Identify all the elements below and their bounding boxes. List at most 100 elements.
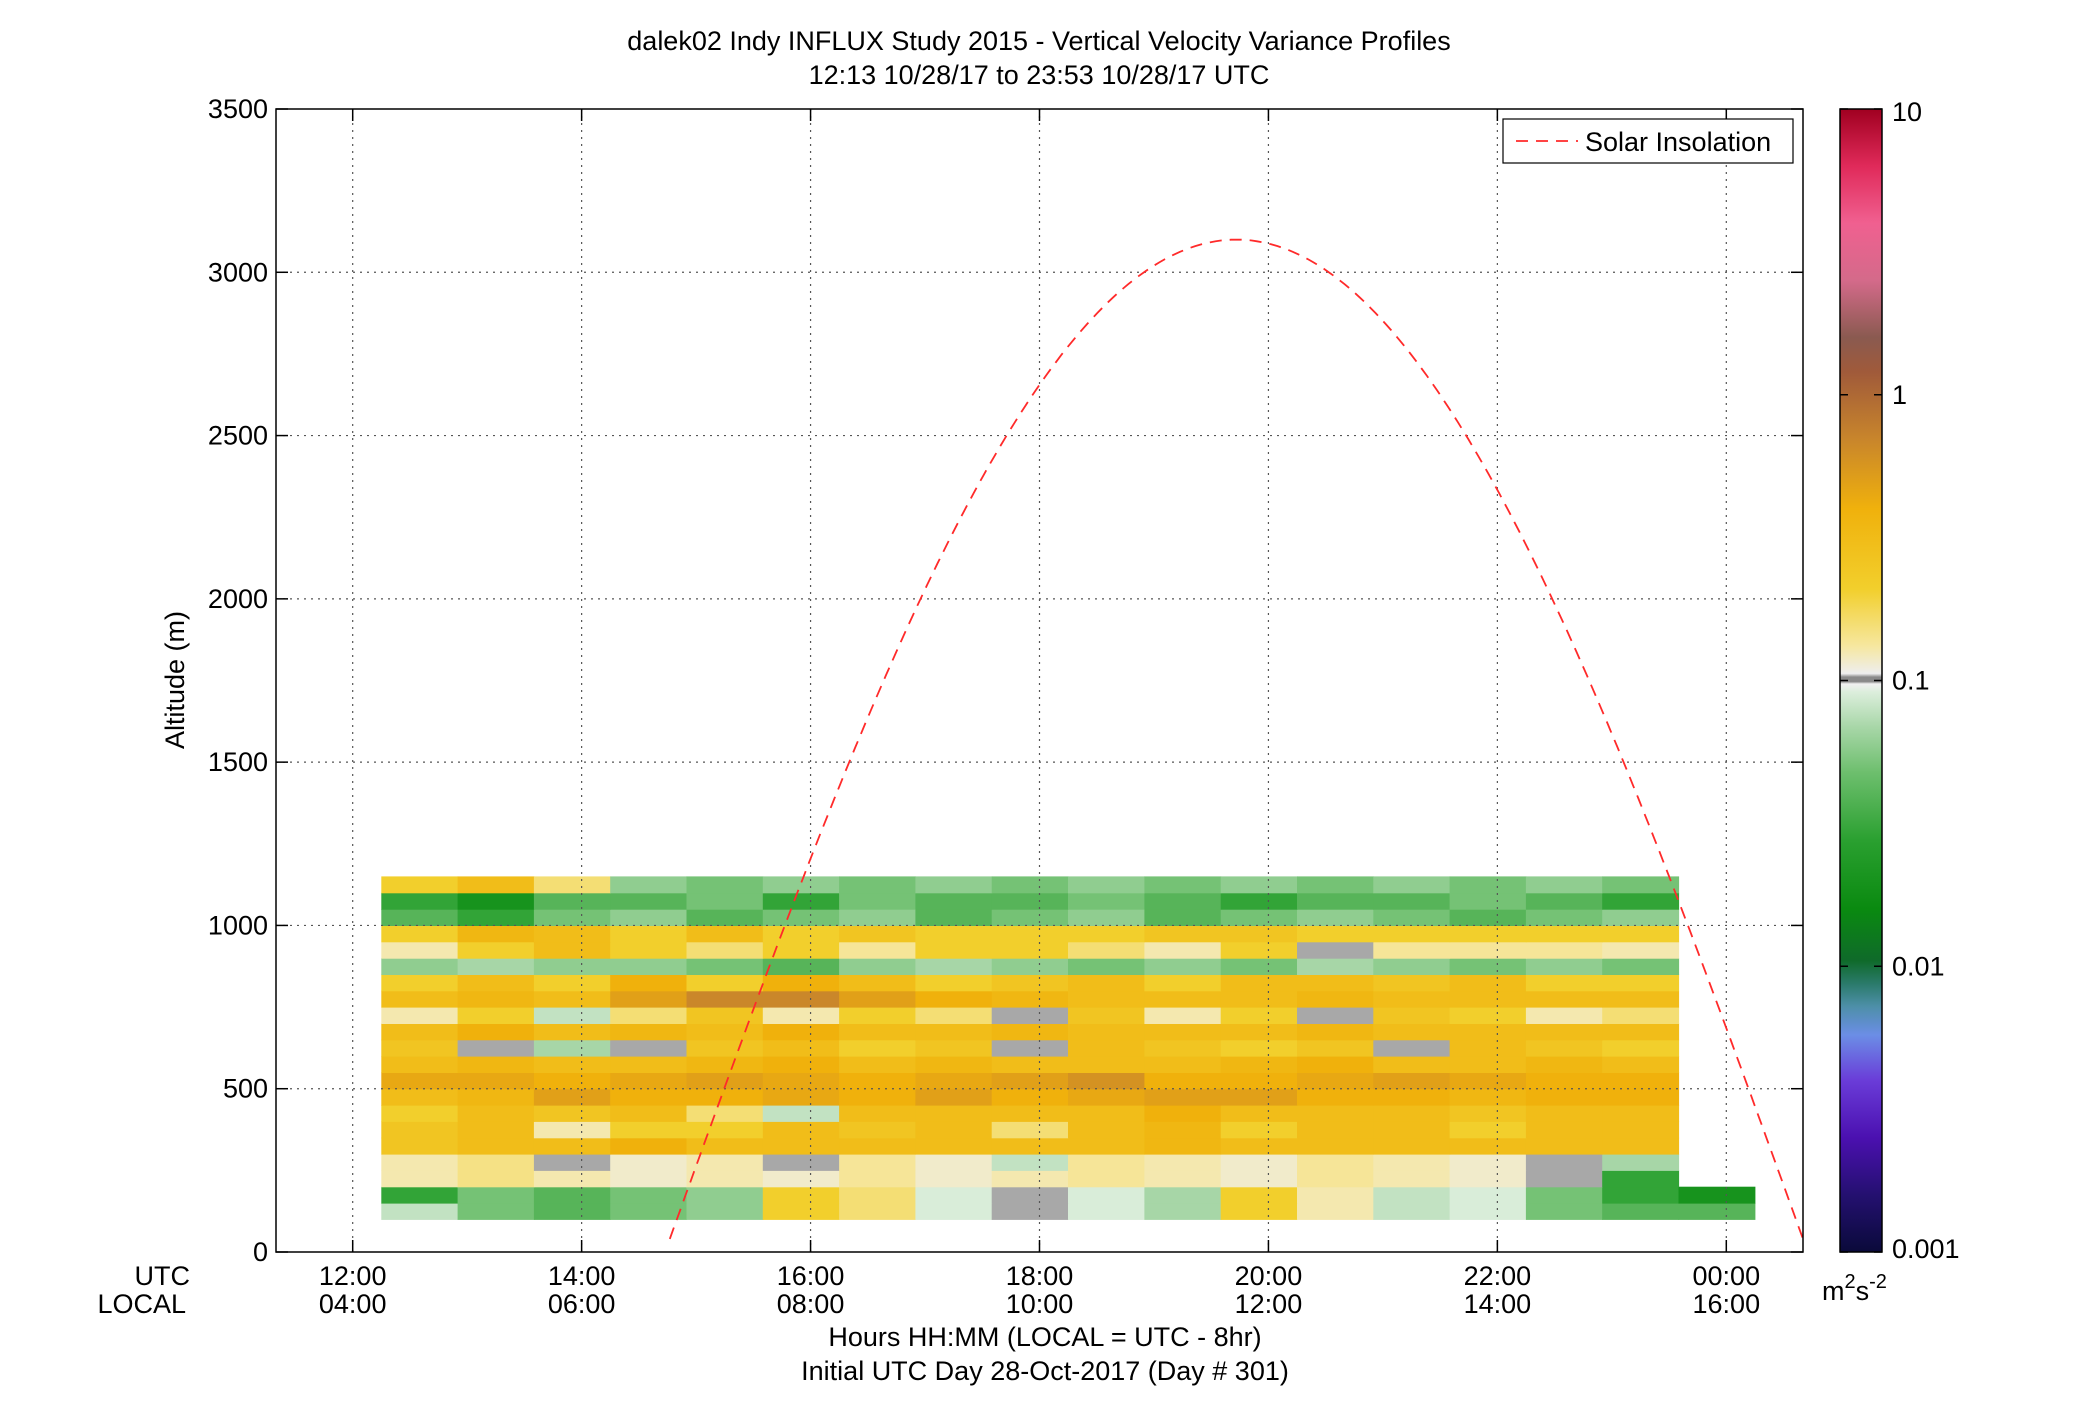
variance-cell (533, 941, 611, 959)
variance-cell (1525, 941, 1603, 959)
variance-cell (762, 974, 840, 992)
variance-cell (1220, 1023, 1298, 1041)
variance-cell (762, 1039, 840, 1057)
variance-cell (991, 1121, 1069, 1139)
variance-cell (1068, 1088, 1145, 1106)
variance-cell (1525, 876, 1603, 894)
variance-cell (1525, 909, 1603, 926)
variance-cell (991, 1203, 1069, 1220)
variance-cell (991, 941, 1069, 959)
variance-cell (1449, 1007, 1527, 1024)
x-tick-label-utc: 18:00 (1006, 1261, 1074, 1291)
variance-cell (533, 1023, 611, 1041)
variance-cell (1373, 1072, 1451, 1090)
variance-cell (1068, 990, 1145, 1008)
variance-cell (1602, 1072, 1680, 1090)
variance-cell (1220, 876, 1298, 894)
variance-cell (1602, 892, 1680, 910)
variance-cell (1144, 1186, 1222, 1204)
variance-cell (457, 941, 535, 959)
variance-cell (915, 892, 993, 910)
variance-cell (1220, 1121, 1298, 1139)
variance-cell (1449, 1056, 1527, 1073)
variance-cell (1373, 925, 1451, 943)
variance-cell (610, 925, 688, 943)
variance-cell (1220, 1137, 1298, 1155)
y-axis-label: Altitude (m) (160, 611, 190, 749)
variance-cell (915, 1105, 993, 1122)
variance-cell (381, 1186, 459, 1204)
variance-cell (381, 1072, 459, 1090)
variance-cell (1220, 1170, 1298, 1188)
x-tick-label-utc: 20:00 (1235, 1261, 1303, 1291)
variance-cell (1297, 958, 1374, 975)
variance-cell (457, 876, 535, 894)
variance-cell (1525, 1007, 1603, 1024)
variance-cell (839, 958, 916, 975)
variance-cell (1068, 909, 1145, 926)
variance-cell (1144, 1137, 1222, 1155)
variance-cell (457, 974, 535, 992)
colorbar-unit: m2s-2 (1822, 1271, 1887, 1306)
variance-cell (1297, 1023, 1374, 1041)
variance-cell (839, 1007, 916, 1024)
variance-cell (610, 1105, 688, 1122)
variance-cell (839, 1154, 916, 1171)
variance-cell (839, 974, 916, 992)
variance-cell (1068, 1056, 1145, 1073)
variance-cell (686, 925, 764, 943)
variance-cell (381, 1137, 459, 1155)
variance-cell (915, 1170, 993, 1188)
variance-cell (991, 1023, 1069, 1041)
variance-cell (1449, 1154, 1527, 1171)
variance-cell (839, 1056, 916, 1073)
variance-cell (1297, 1203, 1374, 1220)
variance-cell (533, 1039, 611, 1057)
variance-cell (457, 1088, 535, 1106)
x-tick-label-local: 12:00 (1235, 1289, 1303, 1319)
variance-cell (457, 1186, 535, 1204)
variance-cell (991, 1056, 1069, 1073)
variance-cell (1373, 1088, 1451, 1106)
variance-cell (991, 958, 1069, 975)
y-tick-label: 0 (253, 1237, 268, 1267)
variance-cell (686, 1105, 764, 1122)
variance-cell (1297, 1137, 1374, 1155)
variance-cell (457, 892, 535, 910)
variance-cell (1220, 974, 1298, 992)
variance-cell (1373, 958, 1451, 975)
variance-cell (1525, 1121, 1603, 1139)
variance-cell (1678, 1186, 1756, 1204)
variance-cell (381, 909, 459, 926)
variance-cell (1220, 1088, 1298, 1106)
variance-cell (533, 1154, 611, 1171)
y-tick-label: 2500 (208, 421, 268, 451)
variance-cell (1297, 1186, 1374, 1204)
x-tick-label-local: 06:00 (548, 1289, 616, 1319)
variance-cell (533, 909, 611, 926)
variance-cell (1220, 1154, 1298, 1171)
variance-cell (1220, 925, 1298, 943)
variance-cell (839, 990, 916, 1008)
variance-cell (533, 990, 611, 1008)
variance-cell (991, 974, 1069, 992)
variance-cell (1068, 941, 1145, 959)
x-tick-label-utc: 14:00 (548, 1261, 616, 1291)
variance-cell (1373, 941, 1451, 959)
variance-cell (991, 1088, 1069, 1106)
variance-cell (686, 1203, 764, 1220)
variance-cell (1144, 909, 1222, 926)
variance-cell (915, 958, 993, 975)
variance-cell (839, 1105, 916, 1122)
unit-sup2: -2 (1869, 1271, 1887, 1293)
variance-cell (1144, 941, 1222, 959)
variance-cell (381, 1154, 459, 1171)
y-tick-label: 1000 (208, 910, 268, 940)
variance-cell (762, 1072, 840, 1090)
variance-cell (686, 892, 764, 910)
variance-cell (686, 876, 764, 894)
variance-cell (762, 925, 840, 943)
variance-cell (1373, 1186, 1451, 1204)
variance-cell (1068, 1186, 1145, 1204)
variance-cell (839, 1023, 916, 1041)
